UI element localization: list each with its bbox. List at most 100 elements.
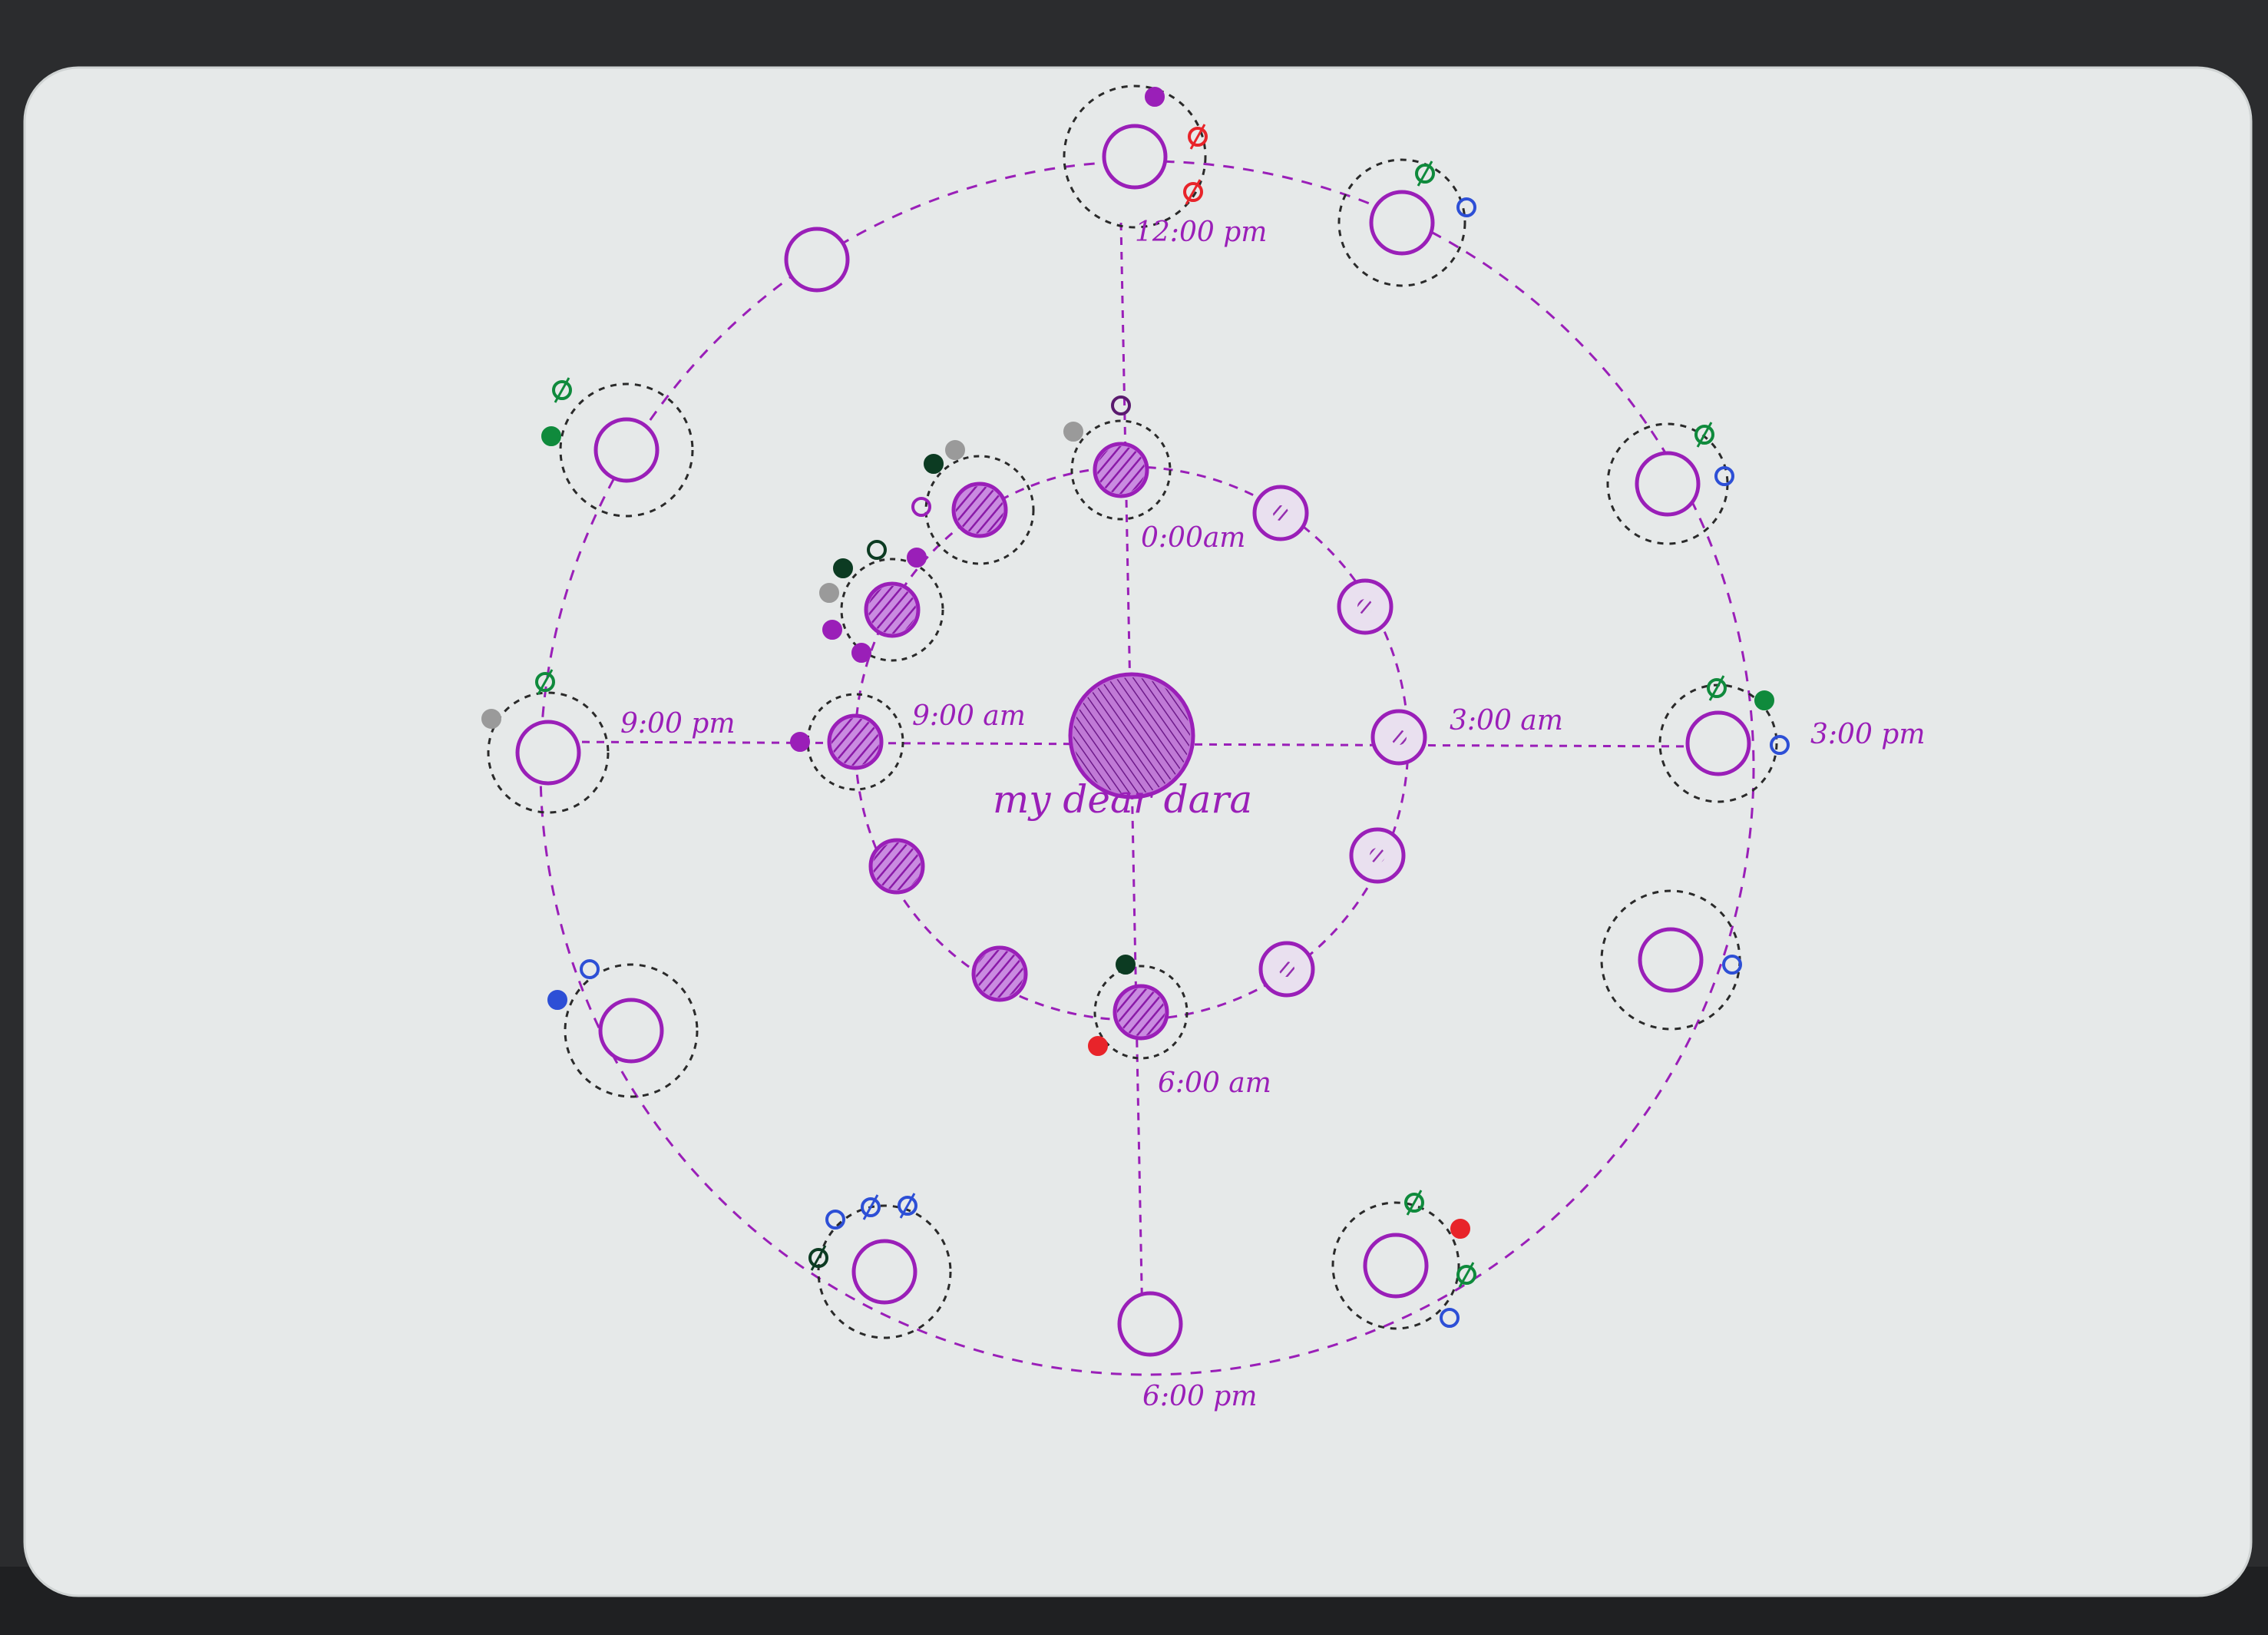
inner-node-hatch	[956, 486, 1003, 534]
companion-marker-icon	[1404, 1193, 1424, 1213]
outer-bottom-label: 6:00 pm	[1142, 1381, 1257, 1412]
inner-right-label: 3:00 am	[1450, 705, 1563, 736]
inner-node-hatch	[976, 950, 1023, 998]
inner-node-hatch	[1273, 505, 1288, 521]
paper-card	[23, 66, 2253, 1597]
outer-node-ring	[564, 963, 699, 1098]
inner-left-label: 9:00 am	[912, 700, 1026, 732]
outer-node-ring	[1063, 84, 1207, 229]
companion-marker-icon	[1456, 1265, 1476, 1285]
marker-slash	[1185, 179, 1202, 205]
inner-node-hatch	[873, 842, 921, 890]
marker-slash	[1696, 422, 1713, 448]
inner-node-ring	[1093, 965, 1189, 1060]
companion-marker-icon	[907, 548, 927, 568]
companion-marker-icon	[1694, 425, 1714, 445]
inner-node-hatch	[1117, 988, 1165, 1036]
inner-node-ring	[1070, 419, 1172, 521]
marker-slash	[899, 1193, 916, 1219]
companion-marker-icon	[1088, 1036, 1108, 1056]
outer-orbit-node-icon	[851, 1239, 917, 1305]
inner-node-hatch	[1357, 599, 1373, 614]
outer-orbit-node-icon	[1635, 451, 1701, 517]
companion-marker-icon	[1188, 127, 1208, 147]
companion-marker-icon	[1183, 182, 1203, 202]
companion-marker-icon	[911, 497, 931, 517]
outer-orbit-node-icon	[1117, 1291, 1183, 1357]
companion-marker-icon	[535, 672, 555, 692]
companion-marker-icon	[898, 1196, 917, 1216]
marker-slash	[1417, 161, 1433, 187]
companion-marker-icon	[1707, 678, 1727, 698]
companion-marker-icon	[481, 709, 501, 729]
outer-orbit-node-icon	[593, 417, 660, 483]
companion-marker-icon	[1722, 955, 1742, 975]
companion-marker-icon	[851, 643, 871, 663]
companion-marker-icon	[1714, 466, 1734, 486]
marker-slash	[1189, 124, 1206, 150]
companion-marker-icon	[867, 540, 887, 560]
companion-marker-icon	[924, 454, 944, 474]
outer-orbit-node-icon	[515, 720, 581, 786]
companion-marker-icon	[808, 1248, 828, 1268]
companion-marker-icon	[1145, 87, 1165, 107]
companion-marker-icon	[580, 959, 600, 979]
inner-node-hatch	[868, 586, 916, 634]
companion-marker-icon	[833, 558, 853, 578]
companion-marker-icon	[861, 1197, 881, 1217]
outer-right-label: 3:00 pm	[1810, 719, 1925, 750]
center-label: my dear dara	[993, 777, 1252, 822]
center-planet-hatch	[1073, 677, 1190, 794]
inner-node-hatch	[831, 718, 879, 766]
companion-marker-icon	[1111, 396, 1131, 415]
marker-slash	[1458, 1262, 1475, 1288]
inner-node-ring	[924, 455, 1035, 565]
marker-slash	[1708, 675, 1725, 701]
marker-slash	[1406, 1190, 1423, 1216]
orbit-diagram	[481, 84, 1790, 1376]
companion-marker-icon	[945, 440, 965, 460]
companion-marker-icon	[547, 990, 567, 1010]
companion-marker-icon	[790, 732, 810, 752]
companion-marker-icon	[819, 583, 839, 603]
companion-marker-icon	[1415, 164, 1435, 184]
outer-node-ring	[817, 1204, 952, 1339]
outer-orbit-node-icon	[1638, 927, 1704, 993]
inner-node-hatch	[1391, 730, 1407, 745]
marker-slash	[554, 377, 570, 403]
inner-node-hatch	[1097, 446, 1145, 494]
outer-orbit-node-icon	[598, 998, 664, 1064]
inner-node-hatch	[1370, 848, 1385, 863]
companion-marker-icon	[1770, 735, 1790, 755]
companion-marker-icon	[1440, 1308, 1460, 1328]
companion-marker-icon	[1063, 422, 1083, 442]
outer-node-ring	[487, 691, 610, 814]
outer-node-ring	[1337, 158, 1466, 287]
inner-node-ring	[840, 558, 944, 662]
companion-marker-icon	[1116, 955, 1136, 975]
outer-node-ring	[559, 382, 694, 518]
outer-left-label: 9:00 pm	[620, 708, 735, 740]
inner-top-label: 0:00am	[1141, 522, 1245, 554]
outer-orbit-node-icon	[1102, 124, 1168, 190]
companion-marker-icon	[552, 380, 572, 400]
outer-orbit-node-icon	[1685, 710, 1751, 776]
companion-marker-icon	[541, 426, 561, 446]
horizontal-axis-line	[552, 740, 1709, 748]
inner-bottom-label: 6:00 am	[1158, 1067, 1271, 1099]
marker-slash	[810, 1245, 827, 1271]
inner-node-ring	[806, 693, 904, 791]
outer-node-ring	[1331, 1201, 1460, 1330]
outer-top-label: 12:00 pm	[1135, 217, 1267, 248]
companion-marker-icon	[1456, 197, 1476, 217]
companion-marker-icon	[1754, 690, 1774, 710]
outer-orbit-node-icon	[1363, 1233, 1429, 1299]
inner-node-hatch	[1279, 961, 1294, 977]
outer-orbit-node-icon	[1369, 190, 1435, 256]
marker-slash	[862, 1194, 879, 1220]
companion-marker-icon	[822, 620, 842, 640]
companion-marker-icon	[825, 1210, 845, 1230]
outer-orbit-node-icon	[784, 227, 850, 293]
